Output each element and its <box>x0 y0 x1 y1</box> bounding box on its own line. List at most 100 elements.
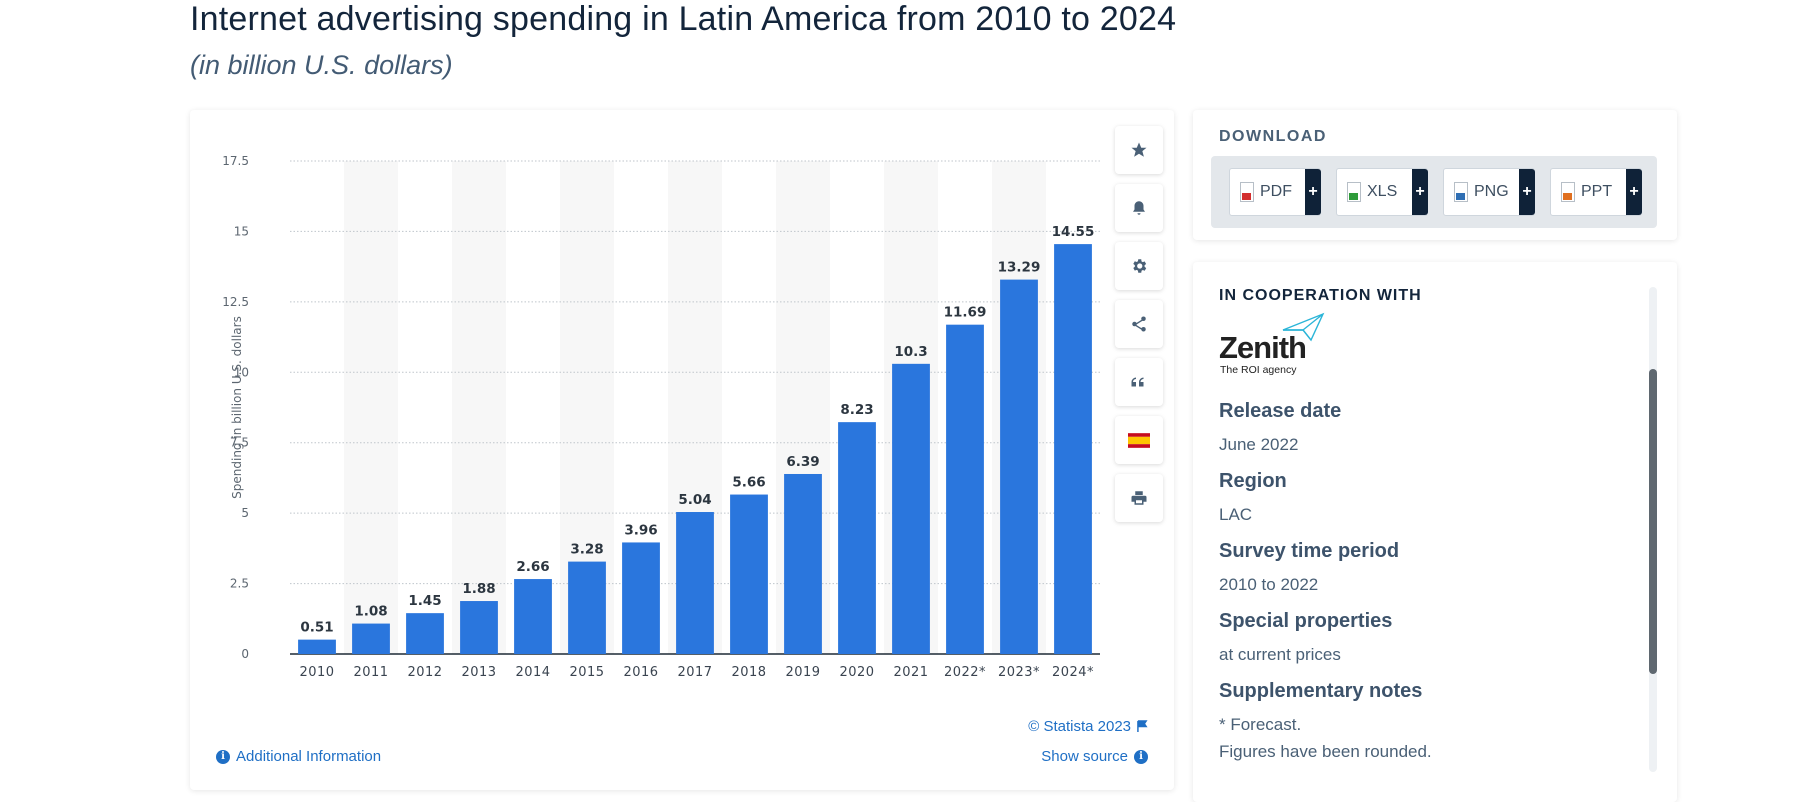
cite-button[interactable] <box>1115 358 1163 406</box>
meta-label: Release date <box>1219 400 1342 422</box>
pdf-file-icon <box>1240 182 1254 202</box>
meta-value: Figures have been rounded. <box>1219 742 1432 761</box>
y-tick-label: 0 <box>241 647 249 661</box>
favorite-button[interactable] <box>1115 126 1163 174</box>
data-label: 11.69 <box>944 305 987 321</box>
x-tick-label: 2021 <box>893 665 928 680</box>
bar <box>892 363 930 654</box>
plus-icon: + <box>1412 169 1428 215</box>
bar <box>838 422 876 654</box>
data-label: 8.23 <box>840 402 873 418</box>
partner-name: Zenith <box>1219 330 1307 365</box>
bar <box>1054 244 1092 654</box>
gear-icon <box>1133 259 1147 273</box>
x-tick-label: 2015 <box>569 665 604 680</box>
x-tick-label: 2011 <box>353 665 388 680</box>
bar <box>514 579 552 654</box>
print-icon <box>1131 491 1147 505</box>
download-card: DOWNLOAD PDF + XLS + PNG + PPT + <box>1193 110 1677 240</box>
y-tick-label: 15 <box>234 224 249 238</box>
partner-logo[interactable]: Zenith The ROI agency <box>1219 312 1329 376</box>
cooperation-heading: IN COOPERATION WITH <box>1219 287 1422 304</box>
meta-label: Supplementary notes <box>1219 680 1423 702</box>
release-date-block: Release date June 2022 <box>1219 400 1341 458</box>
y-tick-label: 10 <box>234 365 249 379</box>
y-axis-label: Spending in billion U.S. dollars <box>230 316 244 499</box>
meta-label: Survey time period <box>1219 540 1400 562</box>
share-button[interactable] <box>1115 300 1163 348</box>
survey-period-block: Survey time period 2010 to 2022 <box>1219 540 1399 598</box>
meta-value: LAC <box>1219 505 1253 524</box>
x-tick-label: 2017 <box>677 665 712 680</box>
x-tick-label: 2024* <box>1052 665 1094 680</box>
column-band <box>452 161 506 654</box>
copyright-text: © Statista 2023 <box>1028 718 1131 735</box>
notification-button[interactable] <box>1115 184 1163 232</box>
additional-information-label: Additional Information <box>236 748 382 765</box>
download-xls-button[interactable]: XLS + <box>1336 168 1428 216</box>
data-label: 1.88 <box>462 581 495 597</box>
bell-icon <box>1133 201 1145 215</box>
flag-es-icon <box>1128 432 1150 448</box>
y-tick-label: 2.5 <box>230 577 249 591</box>
x-tick-label: 2016 <box>623 665 658 680</box>
data-label: 3.28 <box>570 542 603 558</box>
download-format-label: XLS <box>1367 183 1398 200</box>
ppt-file-icon <box>1561 182 1575 202</box>
language-button[interactable] <box>1115 416 1163 464</box>
bar <box>568 561 606 654</box>
copyright-link[interactable]: © Statista 2023 <box>1028 718 1148 735</box>
info-icon: i <box>1134 749 1148 764</box>
column-band <box>344 161 398 654</box>
additional-information-link[interactable]: i Additional Information <box>216 748 381 765</box>
y-tick-label: 17.5 <box>222 154 249 168</box>
xls-file-icon <box>1347 182 1361 202</box>
share-icon <box>1132 316 1146 332</box>
region-block: Region LAC <box>1219 470 1287 528</box>
download-png-button[interactable]: PNG + <box>1443 168 1535 216</box>
download-tray: PDF + XLS + PNG + PPT + <box>1211 156 1657 228</box>
show-source-label: Show source <box>1041 748 1128 765</box>
data-label: 14.55 <box>1052 224 1095 240</box>
download-format-label: PPT <box>1581 183 1613 200</box>
x-tick-label: 2013 <box>461 665 496 680</box>
quote-icon <box>1131 377 1144 387</box>
flag-icon <box>1137 720 1148 732</box>
bar <box>298 639 336 654</box>
info-scrollbar[interactable] <box>1649 287 1657 772</box>
download-format-label: PDF <box>1260 183 1292 200</box>
meta-value: * Forecast. <box>1219 715 1302 734</box>
download-pdf-button[interactable]: PDF + <box>1229 168 1321 216</box>
bar <box>352 623 390 654</box>
show-source-link[interactable]: Show source i <box>1041 748 1148 765</box>
download-heading: DOWNLOAD <box>1219 128 1327 145</box>
special-properties-block: Special properties at current prices <box>1219 610 1392 668</box>
bar-chart: 0 2.5 5 7.5 10 12.5 15 17.5 Spending in billion … <box>222 154 1100 680</box>
plus-icon: + <box>1519 169 1535 215</box>
scrollbar-thumb[interactable] <box>1649 369 1657 674</box>
meta-value: 2010 to 2022 <box>1219 575 1319 594</box>
y-tick-label: 12.5 <box>222 295 249 309</box>
bar <box>676 512 714 654</box>
settings-button[interactable] <box>1115 242 1163 290</box>
download-ppt-button[interactable]: PPT + <box>1550 168 1642 216</box>
data-label: 0.51 <box>300 620 333 636</box>
meta-value: at current prices <box>1219 645 1341 664</box>
bar <box>784 473 822 654</box>
page-title: Internet advertising spending in Latin A… <box>190 0 1177 38</box>
chart-card: 0 2.5 5 7.5 10 12.5 15 17.5 Spending in billion … <box>190 110 1174 790</box>
paper-plane-icon <box>1282 312 1325 342</box>
bar <box>622 542 660 654</box>
data-label: 3.96 <box>624 522 657 538</box>
info-icon: i <box>216 749 230 764</box>
print-button[interactable] <box>1115 474 1163 522</box>
meta-value: June 2022 <box>1219 435 1299 454</box>
page-subtitle: (in billion U.S. dollars) <box>190 50 453 80</box>
data-label: 10.3 <box>894 344 927 360</box>
star-icon <box>1131 142 1147 157</box>
y-tick-label: 5 <box>241 506 249 520</box>
data-label: 5.66 <box>732 475 765 491</box>
bar <box>460 601 498 654</box>
meta-label: Region <box>1219 470 1287 492</box>
x-tick-label: 2019 <box>785 665 820 680</box>
